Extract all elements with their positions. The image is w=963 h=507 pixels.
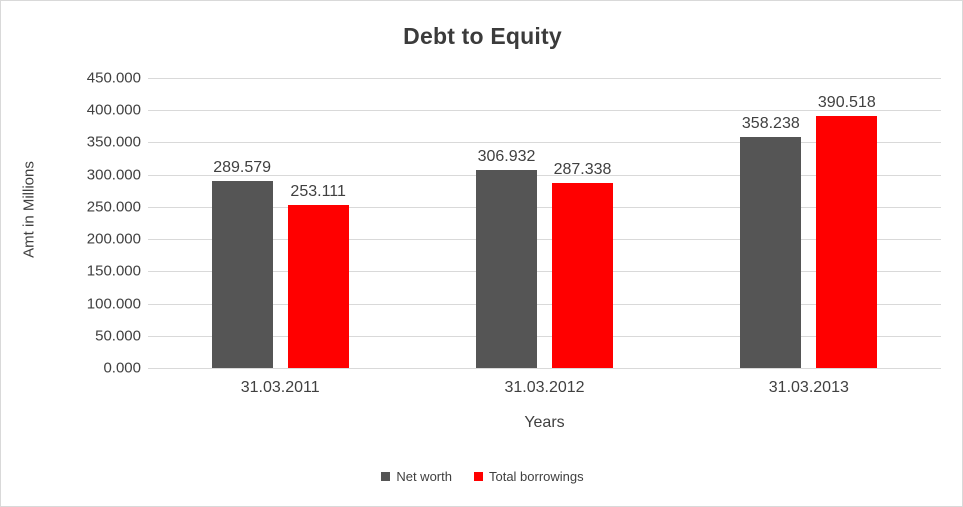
y-axis-title: Amt in Millions xyxy=(20,161,38,258)
gridline xyxy=(148,303,941,305)
y-axis-tick-label: 350.000 xyxy=(86,133,141,151)
y-axis-tick-label: 150.000 xyxy=(86,262,141,280)
legend-item-net-worth[interactable]: Net worth xyxy=(381,469,452,484)
gridline xyxy=(148,271,941,273)
bar-value-label: 287.338 xyxy=(553,160,612,178)
y-axis-tick-label: 400.000 xyxy=(86,101,141,119)
legend-label: Total borrowings xyxy=(488,469,584,484)
x-axis-category-labels: 31.03.2011 31.03.2012 31.03.2013 xyxy=(148,379,941,401)
y-axis-tick-label: 50.000 xyxy=(95,327,141,345)
gridline xyxy=(148,110,941,112)
gridline xyxy=(148,335,941,337)
chart-legend: Net worth Total borrowings xyxy=(1,469,962,484)
y-axis-tick-label: 450.000 xyxy=(86,69,141,87)
bar-total-borrowings[interactable] xyxy=(816,116,878,368)
legend-label: Net worth xyxy=(396,469,452,484)
bar-value-label: 390.518 xyxy=(817,94,876,112)
y-axis-tick-label: 300.000 xyxy=(86,166,141,184)
y-axis-tick-label: 250.000 xyxy=(86,198,141,216)
y-axis-tick-label: 200.000 xyxy=(86,230,141,248)
legend-item-total-borrowings[interactable]: Total borrowings xyxy=(473,469,584,484)
x-axis-category-label: 31.03.2011 xyxy=(240,379,320,396)
bar-total-borrowings[interactable] xyxy=(552,182,613,368)
gridline xyxy=(148,239,941,241)
gridline xyxy=(148,78,941,79)
x-axis-category-label: 31.03.2013 xyxy=(768,379,849,396)
y-axis-tick-labels: 450.000 400.000 350.000 300.000 250.000 200.0… xyxy=(37,70,141,377)
bar-net-worth[interactable] xyxy=(211,181,273,368)
bar-value-label: 289.579 xyxy=(213,159,272,177)
bar-value-label: 253.111 xyxy=(290,182,346,200)
bar-value-label: 306.932 xyxy=(477,148,536,166)
chart-title: Debt to Equity xyxy=(403,23,562,49)
bar-net-worth[interactable] xyxy=(476,170,537,368)
plot-area: 289.579 253.111 306.932 287.338 358.238 390.5… xyxy=(148,78,941,369)
legend-swatch-icon xyxy=(473,472,483,481)
gridline xyxy=(148,368,941,369)
legend-swatch-icon xyxy=(381,472,391,481)
gridline xyxy=(148,174,941,176)
y-axis-tick-label: 0.000 xyxy=(103,359,141,377)
x-axis-category-label: 31.03.2012 xyxy=(504,379,585,396)
gridline xyxy=(148,142,941,144)
bar-total-borrowings[interactable] xyxy=(287,204,349,368)
bar-value-label: 358.238 xyxy=(741,115,800,133)
x-axis-title: Years xyxy=(524,414,565,431)
y-axis-tick-label: 100.000 xyxy=(86,295,141,313)
bar-net-worth[interactable] xyxy=(740,137,802,368)
gridline xyxy=(148,206,941,208)
